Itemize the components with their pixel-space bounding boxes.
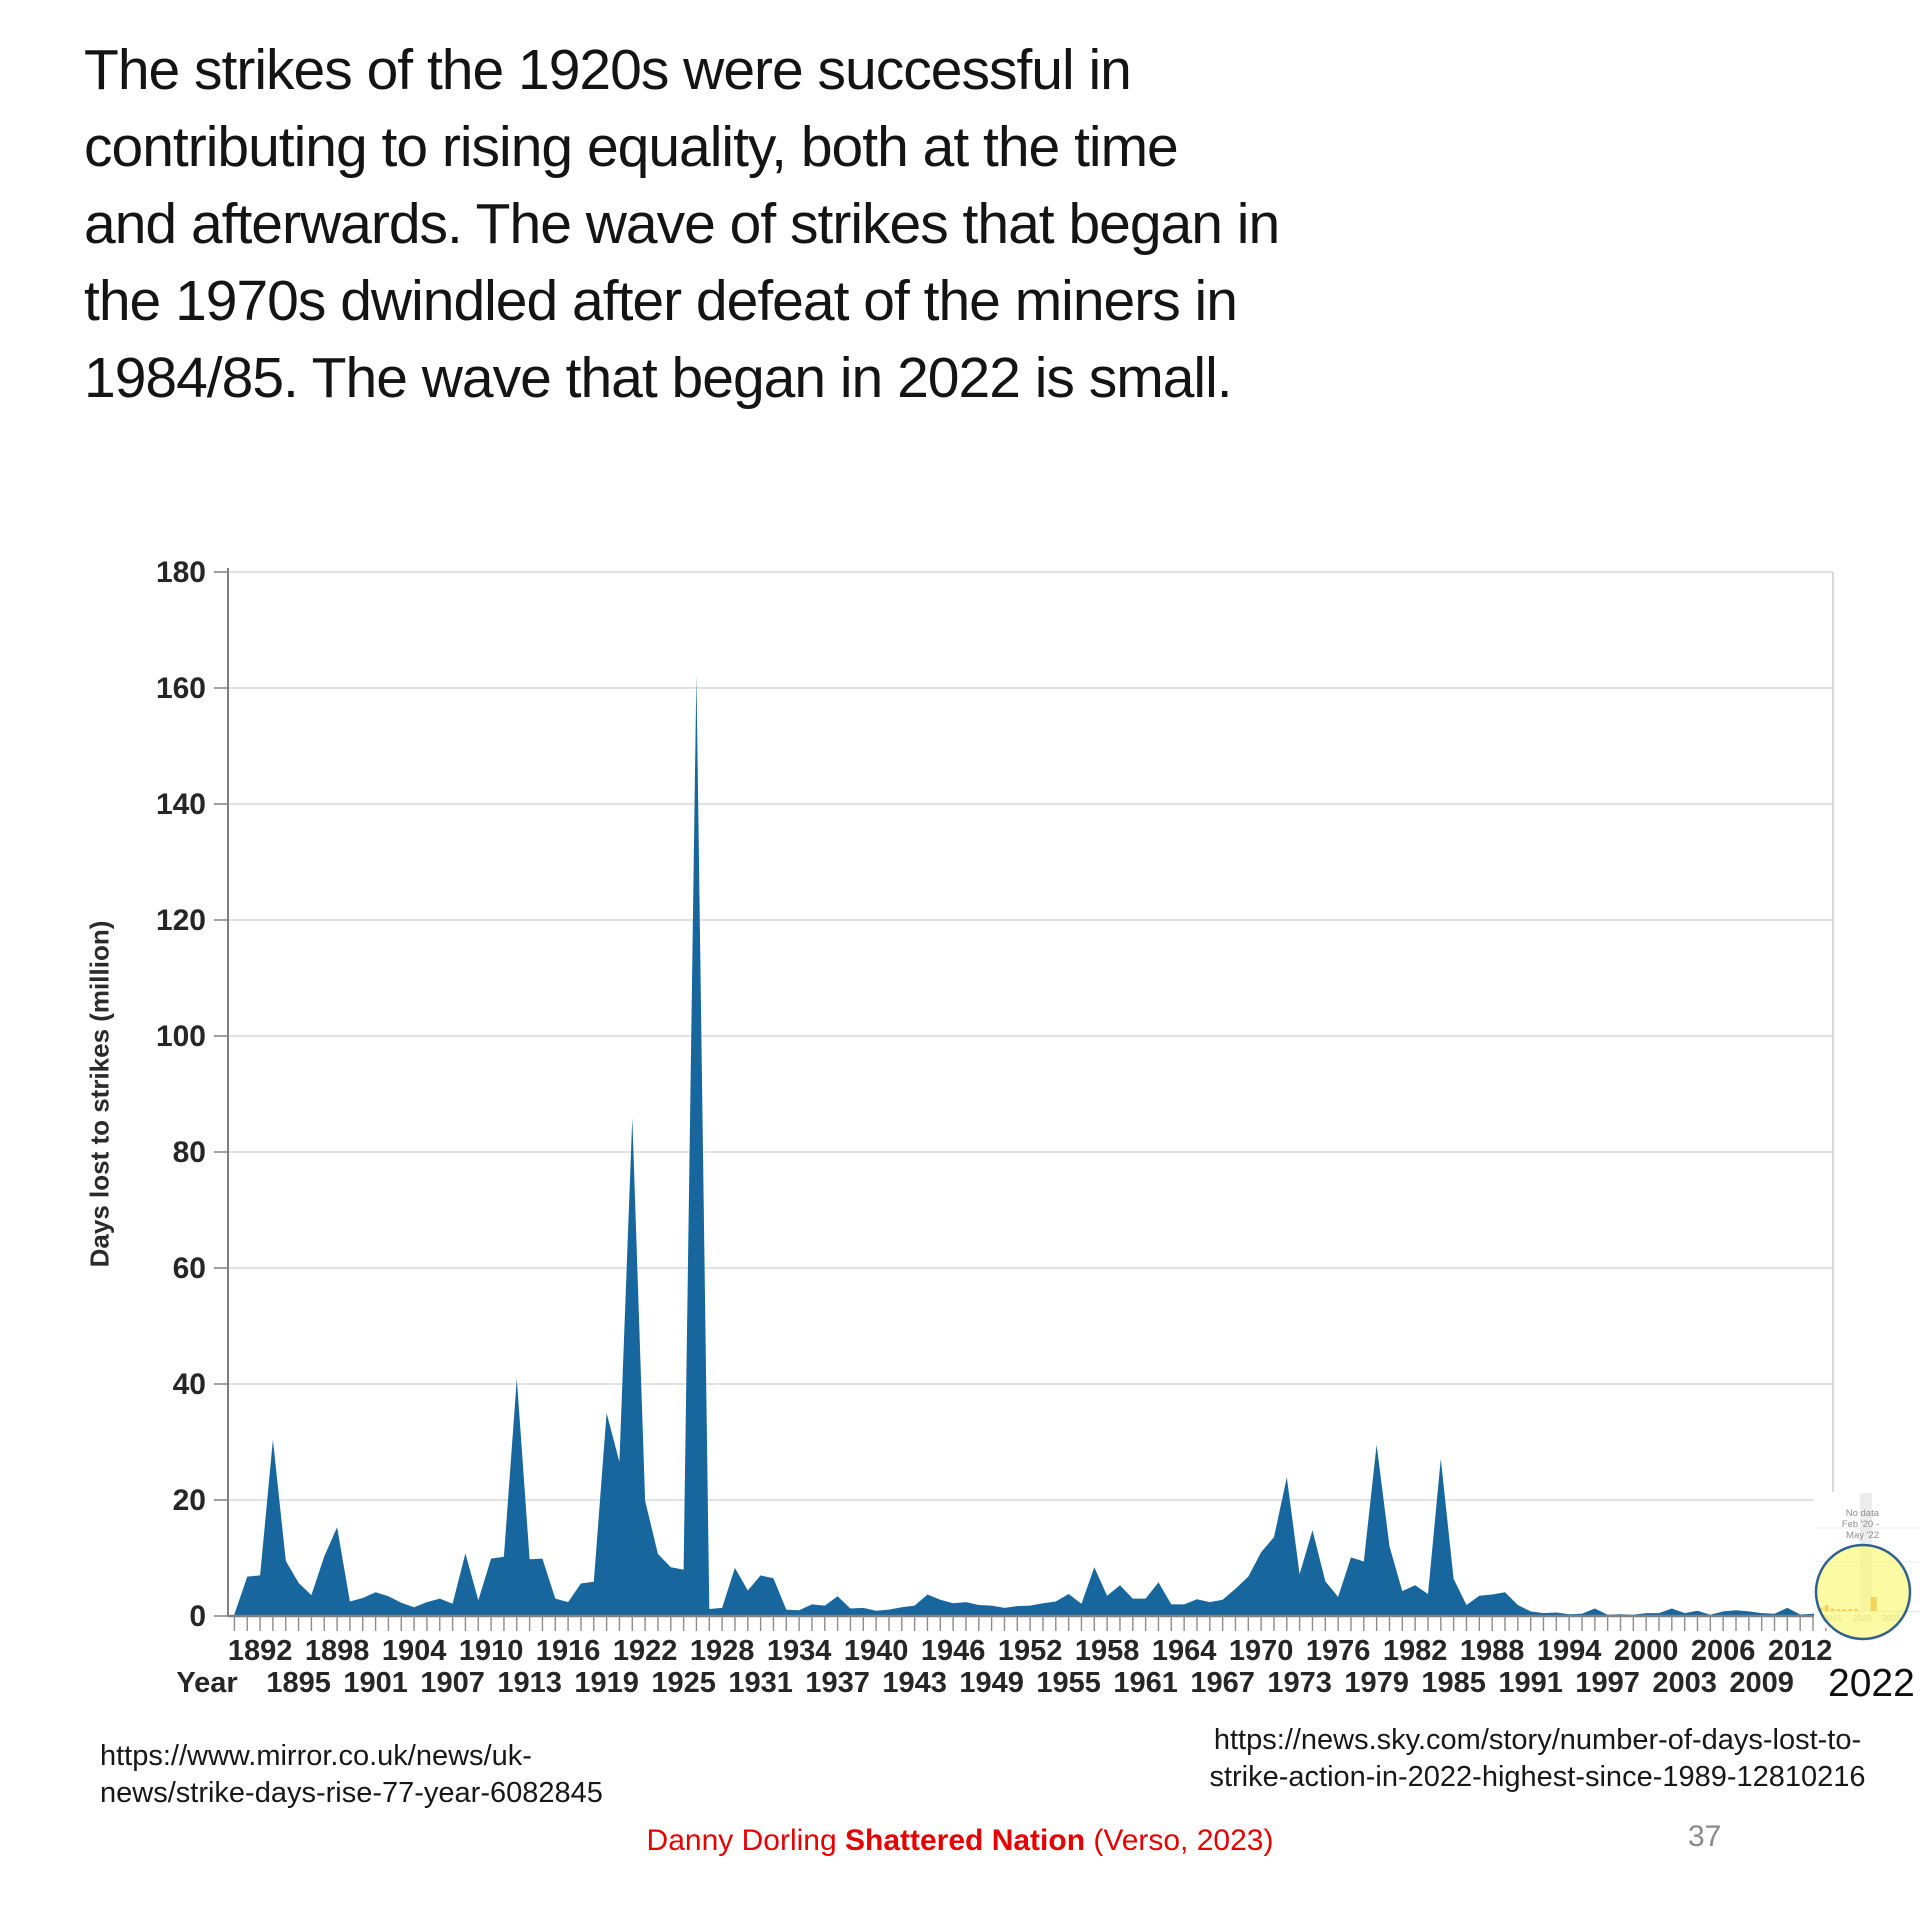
axis-label: 180: [156, 556, 206, 589]
axis-label: 1940: [844, 1635, 909, 1667]
axis-label: May '22: [1846, 1530, 1879, 1541]
axis-label: 2003: [1652, 1667, 1717, 1699]
axis-label: 1898: [305, 1635, 370, 1667]
source-line: https://www.mirror.co.uk/news/uk-: [100, 1740, 532, 1772]
axis-label: 140: [156, 788, 206, 821]
axis-label: 60: [173, 1252, 206, 1285]
y-axis-title: Days lost to strikes (million): [84, 920, 115, 1268]
source-line: strike-action-in-2022-highest-since-1989…: [1209, 1761, 1866, 1793]
credit-book-title: Shattered Nation: [844, 1824, 1086, 1857]
axis-label: 1892: [228, 1635, 293, 1667]
axis-label: 1994: [1537, 1635, 1602, 1667]
axis-label: 1970: [1229, 1635, 1294, 1667]
axis-label: Feb '20 -: [1842, 1519, 1879, 1530]
axis-label: 1985: [1421, 1667, 1486, 1699]
strike-days-area: [234, 675, 1826, 1616]
axis-label: 1955: [1036, 1667, 1101, 1699]
axis-label: 1904: [382, 1635, 447, 1667]
axis-label: 1934: [767, 1635, 832, 1667]
axis-label: 1967: [1190, 1667, 1255, 1699]
axis-label: 1997: [1575, 1667, 1640, 1699]
title-line: and afterwards. The wave of strikes that…: [84, 192, 1280, 256]
axis-label: 1901: [343, 1667, 408, 1699]
axis-label: 1964: [1152, 1635, 1217, 1667]
source-line: news/strike-days-rise-77-year-6082845: [100, 1777, 603, 1809]
axis-label: 1910: [459, 1635, 524, 1667]
axis-label: 1937: [805, 1667, 870, 1699]
axis-label: 1916: [536, 1635, 601, 1667]
axis-label: 1931: [728, 1667, 793, 1699]
axis-label: 1976: [1306, 1635, 1371, 1667]
axis-label: 1919: [574, 1667, 639, 1699]
axis-label: 1961: [1113, 1667, 1178, 1699]
axis-label: 80: [173, 1136, 206, 1169]
axis-label: 1928: [690, 1635, 755, 1667]
axis-label: 2000: [1614, 1635, 1679, 1667]
axis-label: 1922: [613, 1635, 678, 1667]
source-line: https://news.sky.com/story/number-of-day…: [1213, 1724, 1862, 1756]
axis-label: 1988: [1460, 1635, 1525, 1667]
axis-label: 1946: [921, 1635, 986, 1667]
book-credit: Danny Dorling Shattered Nation (Verso, 2…: [647, 1824, 1274, 1858]
credit-prefix: Danny Dorling: [646, 1824, 845, 1857]
axis-label: 2006: [1691, 1635, 1756, 1667]
axis-label: 20: [173, 1484, 206, 1517]
highlight-circle: [1814, 1543, 1912, 1641]
axis-label: 1943: [882, 1667, 947, 1699]
title-line: contributing to rising equality, both at…: [84, 115, 1179, 179]
axis-label: 1958: [1075, 1635, 1140, 1667]
axis-label: 160: [156, 672, 206, 705]
axis-label: 1913: [497, 1667, 562, 1699]
axis-label: 2012: [1768, 1635, 1833, 1667]
axis-label: 1952: [998, 1635, 1063, 1667]
axis-label: 1949: [959, 1667, 1024, 1699]
slide-title: The strikes of the 1920s were successful…: [84, 32, 1584, 417]
source-link-mirror: https://www.mirror.co.uk/news/uk- news/s…: [100, 1738, 603, 1812]
credit-suffix: (Verso, 2023): [1085, 1824, 1274, 1857]
axis-label: 40: [173, 1368, 206, 1401]
axis-label: 1925: [651, 1667, 716, 1699]
axis-label: 120: [156, 904, 206, 937]
recent-year-label: 2022: [1828, 1662, 1915, 1705]
source-link-sky: https://news.sky.com/story/number-of-day…: [1205, 1722, 1870, 1796]
axis-label: 1907: [420, 1667, 485, 1699]
axis-label: 1973: [1267, 1667, 1332, 1699]
axis-label: 1991: [1498, 1667, 1563, 1699]
axis-label: 0: [189, 1600, 206, 1633]
axis-label: 1895: [266, 1667, 331, 1699]
axis-label: 1979: [1344, 1667, 1409, 1699]
page-number: 37: [1688, 1820, 1722, 1853]
axis-label: 2009: [1729, 1667, 1794, 1699]
axis-label: 1982: [1383, 1635, 1448, 1667]
axis-label: No data: [1846, 1508, 1880, 1519]
title-line: 1984/85. The wave that began in 2022 is …: [84, 346, 1233, 410]
title-line: the 1970s dwindled after defeat of the m…: [84, 269, 1238, 333]
axis-label: 100: [156, 1020, 206, 1053]
axis-label: Year: [176, 1667, 237, 1699]
title-line: The strikes of the 1920s were successful…: [84, 38, 1132, 102]
